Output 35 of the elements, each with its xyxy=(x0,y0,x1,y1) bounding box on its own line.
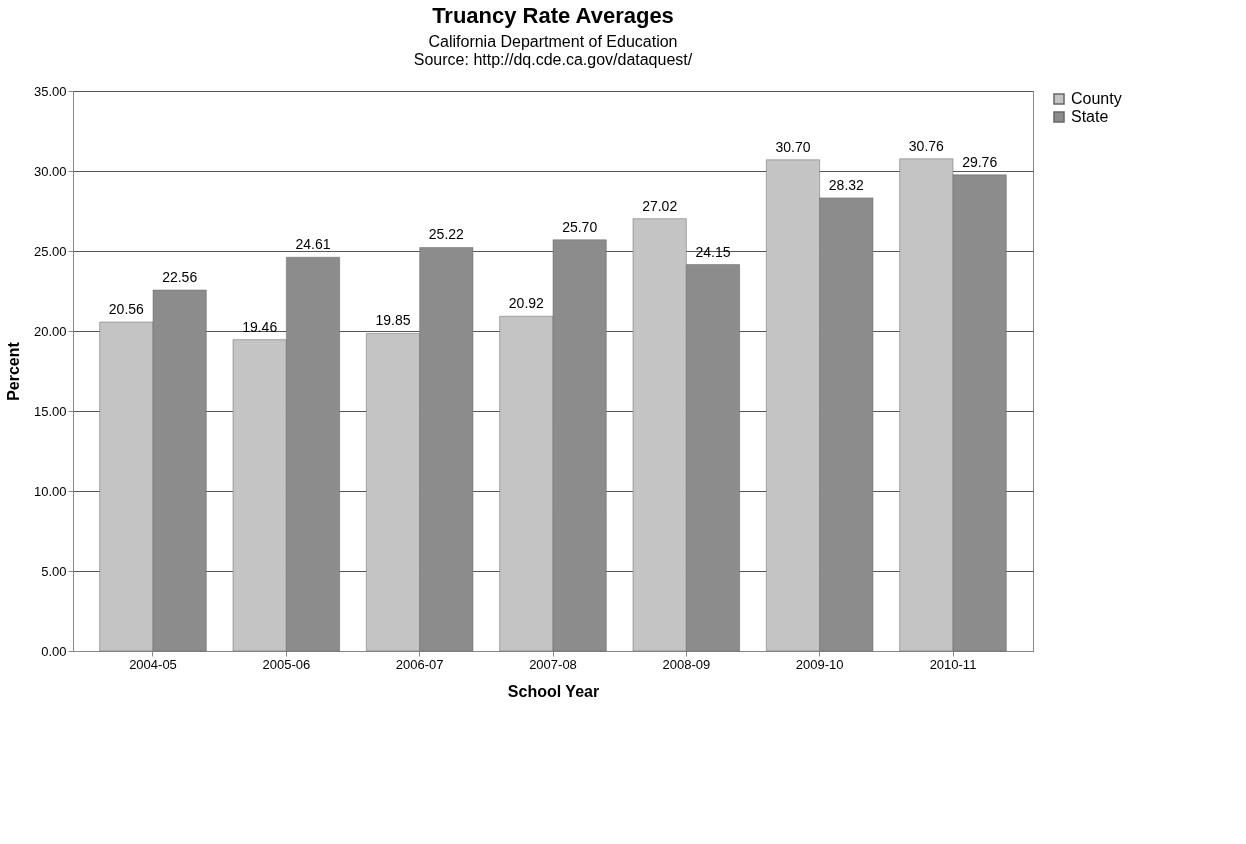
chart-title: Truancy Rate Averages xyxy=(432,3,674,28)
y-tick-label: 5.00 xyxy=(41,563,67,579)
legend-label: State xyxy=(1071,108,1109,125)
data-label: 30.76 xyxy=(908,137,945,154)
data-label: 25.70 xyxy=(562,218,598,235)
data-label: 19.85 xyxy=(375,312,411,329)
data-label: 30.70 xyxy=(775,138,811,155)
y-tick-label: 0.00 xyxy=(41,643,67,659)
data-label: 20.92 xyxy=(508,295,545,312)
x-tick-label: 2007-08 xyxy=(529,656,577,672)
legend-label: County xyxy=(1071,90,1122,107)
x-tick-label: 2006-07 xyxy=(395,656,444,672)
x-tick-label: 2008-09 xyxy=(662,656,711,672)
data-label: 24.61 xyxy=(295,236,331,253)
chart-subtitle: California Department of Education xyxy=(428,33,678,50)
y-tick-label: 10.00 xyxy=(33,483,67,499)
data-label: 28.32 xyxy=(828,176,865,193)
data-label: 27.02 xyxy=(642,197,678,214)
source-note: Source: http://dq.cde.ca.gov/dataquest/ xyxy=(413,51,693,68)
y-tick-label: 20.00 xyxy=(33,323,67,339)
x-tick-label: 2004-05 xyxy=(129,656,177,672)
y-axis-title: Percent xyxy=(4,341,22,401)
y-tick-label: 35.00 xyxy=(33,83,67,99)
data-label: 29.76 xyxy=(962,153,998,170)
x-tick-label: 2005-06 xyxy=(262,656,311,672)
y-tick-label: 15.00 xyxy=(33,403,67,419)
data-label: 19.46 xyxy=(242,318,278,335)
y-tick-label: 25.00 xyxy=(33,243,67,259)
x-tick-label: 2009-10 xyxy=(795,656,844,672)
data-label: 22.56 xyxy=(162,269,198,286)
y-tick-label: 30.00 xyxy=(33,163,67,179)
x-axis-title: School Year xyxy=(507,682,600,700)
x-tick-label: 2010-11 xyxy=(929,656,977,672)
data-label: 25.22 xyxy=(428,226,465,243)
data-label: 20.56 xyxy=(108,301,145,318)
